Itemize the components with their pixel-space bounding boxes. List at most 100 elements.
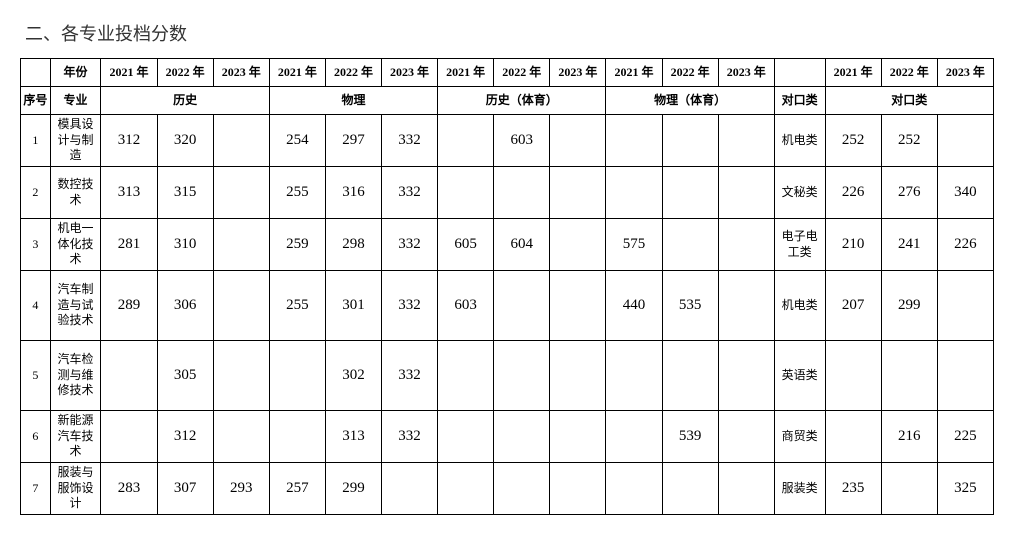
table-row: 5汽车检测与维修技术305302332英语类 — [21, 341, 994, 411]
cell-physics-pe-2022: 535 — [662, 271, 718, 341]
cell-physics-2021: 255 — [269, 167, 325, 219]
cell-duikou-2021: 235 — [825, 463, 881, 515]
cell-duikou-2023: 225 — [937, 411, 993, 463]
cell-history-2023 — [213, 341, 269, 411]
cell-history-pe-2021 — [438, 341, 494, 411]
cell-physics-pe-2021 — [606, 341, 662, 411]
cell-duikou-2022 — [881, 341, 937, 411]
cell-history-pe-2021 — [438, 167, 494, 219]
cell-history-2023 — [213, 167, 269, 219]
cell-duikou-2022: 299 — [881, 271, 937, 341]
cell-history-2021: 312 — [101, 115, 157, 167]
cell-history-2023 — [213, 219, 269, 271]
cell-duikou-2021: 210 — [825, 219, 881, 271]
cell-physics-2022: 298 — [325, 219, 381, 271]
row-no: 2 — [21, 167, 51, 219]
cell-duikou-2022: 241 — [881, 219, 937, 271]
cell-duikou-2022: 276 — [881, 167, 937, 219]
cell-history-2021: 283 — [101, 463, 157, 515]
cell-physics-pe-2022: 539 — [662, 411, 718, 463]
row-category: 机电类 — [774, 271, 825, 341]
cell-history-pe-2023 — [550, 219, 606, 271]
cell-physics-pe-2021: 440 — [606, 271, 662, 341]
cell-physics-pe-2023 — [718, 219, 774, 271]
cell-physics-2023: 332 — [382, 411, 438, 463]
cell-physics-2023: 332 — [382, 271, 438, 341]
header-y11: 2022 年 — [662, 59, 718, 87]
cell-physics-pe-2023 — [718, 411, 774, 463]
cell-physics-2022: 316 — [325, 167, 381, 219]
header-blank2 — [774, 59, 825, 87]
cell-duikou-2023 — [937, 115, 993, 167]
table-head: 年份 2021 年 2022 年 2023 年 2021 年 2022 年 20… — [21, 59, 994, 115]
header-year: 年份 — [50, 59, 101, 87]
cell-physics-pe-2022 — [662, 341, 718, 411]
header-group-history: 历史 — [101, 87, 269, 115]
cell-history-2022: 305 — [157, 341, 213, 411]
cell-duikou-2021: 252 — [825, 115, 881, 167]
cell-history-2021: 289 — [101, 271, 157, 341]
row-category: 服装类 — [774, 463, 825, 515]
cell-physics-pe-2023 — [718, 463, 774, 515]
cell-physics-pe-2022 — [662, 463, 718, 515]
cell-duikou-2023: 226 — [937, 219, 993, 271]
header-group-physics: 物理 — [269, 87, 437, 115]
cell-history-2023 — [213, 411, 269, 463]
section-title: 二、各专业投档分数 — [20, 20, 994, 46]
cell-history-pe-2021 — [438, 115, 494, 167]
cell-physics-pe-2021 — [606, 167, 662, 219]
cell-history-2021: 281 — [101, 219, 157, 271]
cell-physics-pe-2023 — [718, 341, 774, 411]
cell-history-2021: 313 — [101, 167, 157, 219]
cell-history-pe-2023 — [550, 411, 606, 463]
cell-history-pe-2022 — [494, 167, 550, 219]
row-no: 7 — [21, 463, 51, 515]
cell-duikou-2021: 226 — [825, 167, 881, 219]
cell-history-pe-2023 — [550, 115, 606, 167]
cell-history-pe-2023 — [550, 463, 606, 515]
cell-history-pe-2021: 603 — [438, 271, 494, 341]
cell-physics-pe-2021 — [606, 411, 662, 463]
cell-physics-2021 — [269, 411, 325, 463]
table-row: 3机电一体化技术281310259298332605604575电子电工类210… — [21, 219, 994, 271]
cell-duikou-2023 — [937, 271, 993, 341]
cell-history-pe-2022: 603 — [494, 115, 550, 167]
cell-history-2021 — [101, 341, 157, 411]
row-no: 5 — [21, 341, 51, 411]
header-group-physics-pe: 物理（体育） — [606, 87, 774, 115]
row-major: 数控技术 — [50, 167, 101, 219]
header-group-category: 对口类 — [774, 87, 825, 115]
header-y8: 2022 年 — [494, 59, 550, 87]
cell-physics-pe-2023 — [718, 115, 774, 167]
cell-history-2022: 310 — [157, 219, 213, 271]
cell-duikou-2022: 252 — [881, 115, 937, 167]
cell-history-pe-2021 — [438, 463, 494, 515]
row-no: 1 — [21, 115, 51, 167]
cell-duikou-2022 — [881, 463, 937, 515]
row-major: 汽车检测与维修技术 — [50, 341, 101, 411]
cell-physics-pe-2023 — [718, 167, 774, 219]
table-row: 4汽车制造与试验技术289306255301332603440535机电类207… — [21, 271, 994, 341]
cell-history-2022: 307 — [157, 463, 213, 515]
scores-table: 年份 2021 年 2022 年 2023 年 2021 年 2022 年 20… — [20, 58, 994, 515]
cell-history-pe-2023 — [550, 341, 606, 411]
cell-physics-pe-2021: 575 — [606, 219, 662, 271]
cell-physics-2021: 257 — [269, 463, 325, 515]
cell-history-pe-2022 — [494, 271, 550, 341]
cell-history-2021 — [101, 411, 157, 463]
cell-physics-pe-2023 — [718, 271, 774, 341]
cell-duikou-2023: 325 — [937, 463, 993, 515]
cell-physics-2023 — [382, 463, 438, 515]
cell-physics-2022: 302 — [325, 341, 381, 411]
cell-physics-2021: 254 — [269, 115, 325, 167]
header-y14: 2022 年 — [881, 59, 937, 87]
header-major: 专业 — [50, 87, 101, 115]
header-y9: 2023 年 — [550, 59, 606, 87]
row-no: 6 — [21, 411, 51, 463]
cell-history-2022: 306 — [157, 271, 213, 341]
cell-physics-2022: 313 — [325, 411, 381, 463]
header-y7: 2021 年 — [438, 59, 494, 87]
header-y3: 2023 年 — [213, 59, 269, 87]
cell-history-2023 — [213, 115, 269, 167]
header-y12: 2023 年 — [718, 59, 774, 87]
